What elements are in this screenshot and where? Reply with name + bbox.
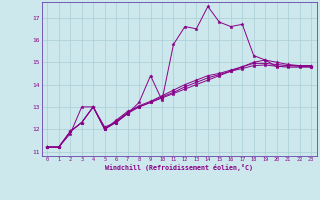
X-axis label: Windchill (Refroidissement éolien,°C): Windchill (Refroidissement éolien,°C) — [105, 164, 253, 171]
